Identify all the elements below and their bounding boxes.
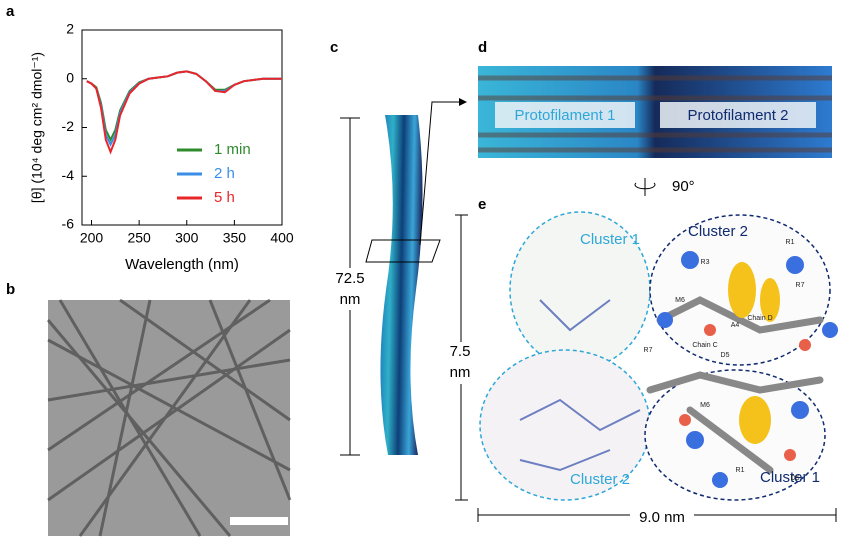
series-line: [86, 70, 282, 155]
legend-label: 2 h: [214, 165, 235, 182]
cluster-label: Cluster 1: [580, 231, 640, 248]
cluster-label: Cluster 1: [760, 469, 820, 486]
rotation-icon: [634, 178, 656, 196]
height-value: 7.5: [450, 343, 471, 360]
residue-label: R7: [796, 282, 805, 289]
y-tick-label: -4: [62, 167, 75, 183]
residue-label: R1: [736, 467, 745, 474]
length-unit: nm: [340, 291, 361, 308]
panel-a: a 200 250 300 350 400 2 0 -2 -4 -6 Wavelength (nm)…: [6, 3, 294, 273]
residue-label: Chain C: [692, 342, 717, 349]
panel-label: c: [330, 39, 338, 56]
panel-d: d Protofilament 1 Protofilament 2 90°: [478, 39, 832, 196]
x-tick-label: 350: [223, 230, 247, 246]
y-tick-label: -2: [62, 118, 75, 134]
panel-e: e 7.5 nm 9.0 nm Cluster 1 Cluster 2 Cluste…: [440, 196, 838, 526]
scale-bar: [230, 517, 288, 525]
y-tick-label: -6: [62, 216, 75, 232]
residue-label: M6: [675, 297, 685, 304]
plot-frame: [81, 29, 283, 226]
panel-label: a: [6, 3, 15, 20]
cluster-label: Cluster 2: [570, 471, 630, 488]
y-tick-label: 2: [66, 21, 74, 37]
x-tick-label: 300: [175, 230, 199, 246]
micrograph: [48, 300, 290, 536]
protofilament-label: Protofilament 2: [688, 107, 789, 124]
residue-label: M6: [700, 402, 710, 409]
residue-label: R3: [701, 259, 710, 266]
protofilament-label: Protofilament 1: [515, 107, 616, 124]
residue-label: A4: [731, 322, 740, 329]
residue-label: D5: [791, 475, 800, 482]
residue-label: R1: [786, 239, 795, 246]
arrow: [419, 98, 467, 246]
residue-label: Chain D: [747, 315, 772, 322]
y-tick-label: 0: [66, 69, 74, 85]
height-unit: nm: [450, 364, 471, 381]
x-tick-label: 200: [80, 230, 104, 246]
legend-label: 5 h: [214, 189, 235, 206]
length-value: 72.5: [335, 270, 364, 287]
width-label: 9.0 nm: [639, 509, 685, 526]
panel-label: e: [478, 196, 486, 213]
x-tick-label: 250: [127, 230, 151, 246]
rotation-label: 90°: [672, 178, 695, 195]
residue-label: D5: [721, 352, 730, 359]
fibril-model: [380, 115, 423, 455]
x-tick-label: 400: [270, 230, 294, 246]
panel-label: d: [478, 39, 487, 56]
y-axis-title: [θ] (10⁴ deg cm² dmol⁻¹): [29, 52, 45, 203]
panel-b: b: [6, 281, 292, 537]
panel-c: c 72.5 nm: [330, 39, 467, 456]
legend-label: 1 min: [214, 141, 251, 158]
cluster-label: Cluster 2: [688, 223, 748, 240]
fibrils: [46, 298, 292, 537]
section-plane: [365, 239, 441, 263]
residue-label: R7: [644, 347, 653, 354]
x-axis-title: Wavelength (nm): [125, 256, 239, 273]
panel-label: b: [6, 281, 15, 298]
